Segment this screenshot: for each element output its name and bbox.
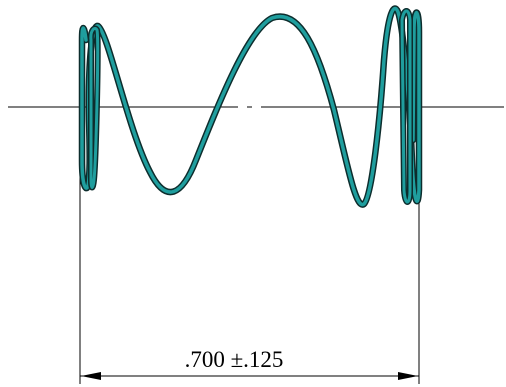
dimension: .700 ±.125 xyxy=(80,347,419,380)
left-end-coil xyxy=(89,27,100,189)
dimension-label: .700 ±.125 xyxy=(185,347,284,372)
left-arrowhead xyxy=(81,372,101,380)
spring-coil xyxy=(78,5,423,208)
right-end-coil xyxy=(400,9,412,204)
extension-lines xyxy=(79,112,420,384)
right-arrowhead xyxy=(398,372,418,380)
